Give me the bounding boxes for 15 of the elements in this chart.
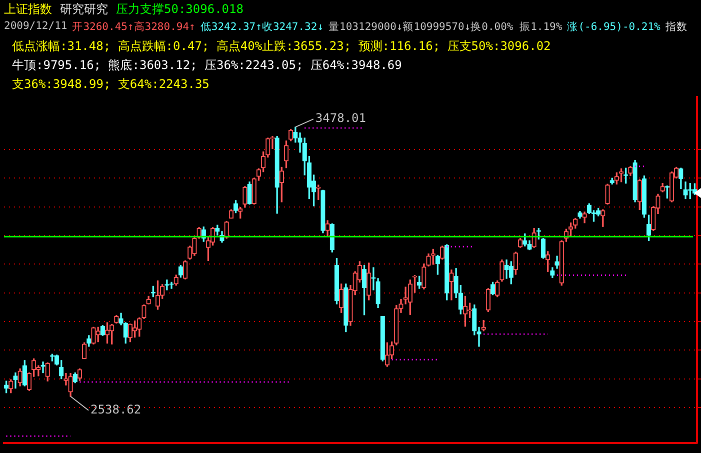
text: 牛顶:9795.16; 熊底:3603.12; 压36%:2243.05; 压64%:3948.69 [12,57,402,74]
text: 低3242.37↑收3247.32↓ [200,20,324,34]
text: 开3260.45↑高3280.94↑ [72,20,196,34]
candlestick [504,259,509,279]
text: 指数 [665,20,688,34]
annotation: 3478.01 [315,111,366,126]
annotation: 2538.62 [90,402,142,417]
chart-title: 上证指数 [4,1,52,18]
text: 涨(-6.95)-0.21% [567,20,660,34]
text: 低点涨幅:31.48; 高点跌幅:0.47; 高点40%止跌:3655.23; 预测:116.16; 压支50%:3096.02 [12,38,551,55]
text: 量103129000↓额10999570↓换0.00% 振1.19% [328,20,562,34]
text: 2009/12/11 [4,20,68,34]
ref-line-label: 压力支撑50:3096.018 [116,1,244,18]
text: 研究研究 [60,1,108,18]
text: 支36%:3948.99; 支64%:2243.35 [12,76,210,93]
